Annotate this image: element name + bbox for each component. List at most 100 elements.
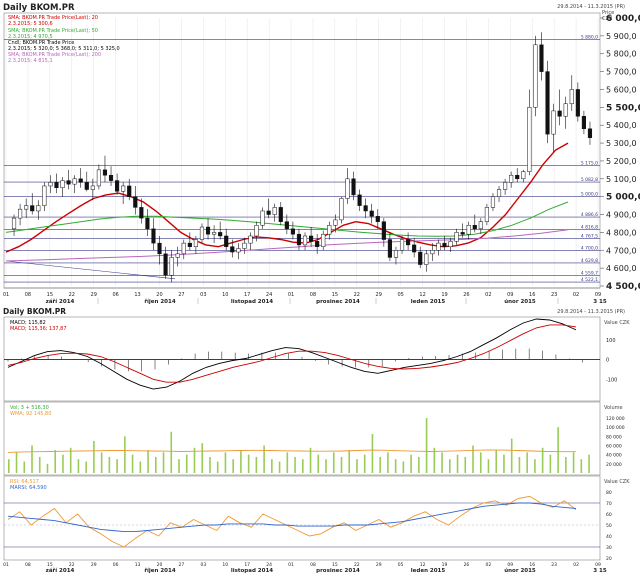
bottom-x-tick-label: 16: [529, 562, 535, 568]
volume-bar: [69, 447, 72, 473]
candle-body: [503, 182, 508, 190]
candle-body: [199, 226, 205, 240]
bottom-month-label: prosinec 2014: [316, 568, 360, 574]
candle-body: [205, 226, 211, 235]
x-tick-label: 02: [573, 292, 579, 298]
candle-body: [496, 189, 502, 197]
volume-bar: [340, 456, 343, 473]
rsi-panel[interactable]: [3, 475, 601, 561]
y-tick-label: 5 200,0: [606, 157, 637, 166]
volume-bar: [572, 452, 575, 473]
candle-body: [157, 242, 162, 255]
month-label: září 2014: [46, 298, 75, 305]
candle-body: [436, 242, 441, 251]
y-tick-label: 6 000,0: [606, 14, 640, 24]
candle-body: [357, 194, 362, 206]
y-tick-label: 5 100,0: [606, 175, 637, 184]
candle-body: [230, 246, 235, 253]
volume-bar: [332, 452, 335, 473]
candle-body: [321, 233, 326, 247]
x-tick-label: 20: [156, 292, 162, 298]
volume-bar: [479, 452, 482, 473]
candle-body: [448, 241, 453, 247]
bottom-x-tick-label: 08: [310, 562, 316, 568]
legend-candle-value: 2.3.2015; 5 320,0; 5 368,0; 5 311,0; 5 3…: [8, 46, 120, 52]
candle-body: [163, 253, 168, 276]
volume-bar: [232, 459, 234, 473]
candle-body: [78, 178, 83, 183]
volume-bar: [247, 454, 250, 473]
candlesticks: [11, 32, 593, 283]
x-tick-label: 15: [47, 292, 53, 298]
volume-bar: [588, 454, 590, 473]
rsi-tick-label: 40: [606, 534, 612, 540]
volume-bar: [15, 452, 18, 473]
x-tick-label: 02: [485, 292, 491, 298]
candle-body: [102, 169, 108, 176]
volume-layer: 120 000 100 000 80 000 60 000 40 000 20 000: [7, 416, 625, 473]
y-tick-label: 4 500,0: [606, 282, 640, 292]
legend-sma200-value: 2.3.2015; 4 815,1: [8, 58, 53, 64]
x-tick-label: 12: [419, 292, 425, 298]
candle-body: [254, 225, 259, 237]
volume-bar: [464, 456, 467, 473]
candle-body: [272, 207, 277, 215]
rsi-value-label: Value CZK: [604, 479, 630, 485]
volume-bar: [425, 418, 428, 473]
bottom-x-tick-label: 15: [47, 562, 53, 568]
y-tick-label: 4 700,0: [606, 246, 637, 255]
series-line-sma-20: [5, 142, 569, 253]
volume-axis-label: Volume: [604, 405, 623, 411]
bottom-x-tick-label: 29: [91, 562, 97, 568]
bottom-x-tick-label: 20: [157, 562, 163, 568]
price-legend: SMA; BKOM.PR Trade Price(Last); 20 2.3.2…: [8, 15, 120, 64]
volume-bar: [348, 450, 351, 473]
bottom-x-tick-label: 02: [573, 562, 579, 568]
volume-bar: [147, 450, 149, 473]
bottom-x-tick-label: 03: [200, 562, 206, 568]
month-label: prosinec 2014: [316, 299, 360, 305]
bottom-x-tick-label: 24: [266, 562, 272, 568]
candle-body: [193, 239, 198, 247]
rsi-tick-label: 70: [606, 501, 612, 507]
volume-bar: [363, 454, 366, 473]
x-tick-label: 19: [441, 292, 447, 298]
y-tick-label: 5 000,0: [606, 193, 640, 203]
candle-body: [90, 185, 95, 190]
x-tick-label: 24: [266, 292, 272, 298]
candle-body: [539, 44, 544, 72]
volume-bar: [131, 454, 134, 473]
y-tick-label: 4 800,0: [606, 228, 637, 237]
horizontal-level-label: 5 000,0: [581, 192, 598, 198]
candle-body: [72, 178, 77, 185]
volume-bar: [456, 454, 459, 473]
volume-bar: [487, 459, 490, 473]
legend-candle-name: Cndl; BKOM.PR Trade Price: [8, 40, 74, 46]
candle-body: [296, 233, 302, 246]
rsi-tick-label: 30: [606, 545, 612, 551]
volume-bar: [116, 459, 118, 473]
price-axis-label: Price: [602, 10, 614, 16]
volume-bar: [495, 450, 498, 473]
rsi-line-rsi: [7, 495, 577, 548]
x-tick-label: 29: [376, 292, 382, 298]
candle-body: [557, 110, 562, 117]
volume-bar: [534, 459, 536, 473]
volume-bar: [100, 452, 103, 473]
candle-body: [236, 248, 241, 253]
rsi-tick-label: 20: [606, 556, 612, 562]
bottom-month-label: 3 15: [593, 568, 607, 574]
volume-bar: [62, 454, 64, 473]
horizontal-level-label: 5 082,8: [581, 177, 598, 183]
candle-body: [139, 207, 144, 219]
x-tick-label: 01: [288, 292, 294, 298]
x-tick-label: 03: [200, 292, 206, 298]
trend-line: [5, 260, 176, 280]
volume-bar: [317, 454, 320, 473]
candle-body: [527, 107, 532, 172]
x-tick-label: 29: [91, 292, 97, 298]
volume-bar: [185, 454, 188, 473]
volume-bar: [139, 461, 142, 473]
macd-tick-label: -100: [606, 377, 617, 383]
